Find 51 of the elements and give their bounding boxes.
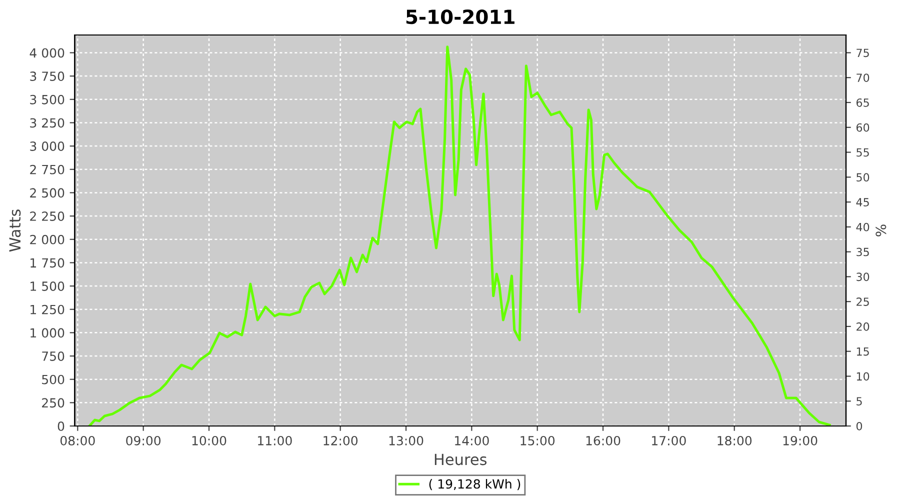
chart-title: 5-10-2011	[406, 9, 514, 24]
y-tick-label: 4 000	[30, 48, 64, 58]
y-tick-label: 3 250	[30, 118, 64, 128]
y2-tick-label: 35	[856, 248, 869, 256]
y-tick-label: 250	[42, 398, 64, 408]
y-tick-label: 500	[42, 374, 64, 384]
y2-tick-label: 40	[856, 222, 870, 232]
y-tick-label: 1 750	[30, 258, 64, 268]
x-tick-label: 17:00	[652, 436, 686, 446]
y2-tick-label: 20	[856, 322, 870, 331]
x-tick-label: 10:00	[192, 436, 226, 446]
y-tick-label: 2 250	[30, 212, 64, 221]
y-tick-label: 3 750	[30, 72, 64, 81]
x-tick-label: 16:00	[586, 436, 620, 446]
y2-tick-label: 65	[856, 98, 869, 107]
x-tick-label: 11:00	[258, 436, 292, 446]
y-tick-label: 1 500	[30, 281, 64, 291]
x-axis-title: Heures	[434, 454, 487, 466]
y2-tick-label: 5	[856, 397, 862, 406]
y-tick-label: 0	[58, 421, 64, 431]
y-tick-label: 750	[42, 351, 64, 361]
y2-tick-label: 75	[856, 48, 869, 58]
y-tick-label: 2 000	[30, 234, 64, 244]
y2-tick-label: 60	[856, 123, 870, 132]
y2-tick-label: 0	[856, 422, 862, 430]
x-tick-label: 15:00	[520, 436, 555, 446]
y-tick-label: 2 750	[30, 164, 64, 174]
x-tick-label: 19:00	[783, 436, 818, 446]
line-series	[88, 46, 831, 426]
x-tick-label: 09:00	[126, 436, 161, 446]
y2-tick-label: 45	[856, 198, 869, 206]
y2-tick-label: 10	[856, 372, 870, 381]
y2-tick-label: 15	[856, 347, 869, 356]
y2-axis-title: %	[876, 224, 886, 236]
y-tick-label: 2 500	[30, 188, 64, 198]
y-tick-label: 1 000	[30, 328, 64, 338]
y2-tick-label: 30	[856, 272, 870, 282]
x-tick-label: 13:00	[389, 436, 424, 446]
y-axis-title: Watts	[9, 210, 21, 252]
x-tick-label: 14:00	[455, 436, 489, 446]
legend-label: ( 19,128 kWh )	[429, 479, 520, 490]
y-tick-label: 3 500	[30, 94, 64, 104]
x-tick-label: 12:00	[324, 436, 358, 446]
y-tick-label: 1 250	[30, 304, 64, 314]
y2-tick-label: 70	[856, 74, 870, 82]
y2-tick-label: 25	[856, 298, 869, 306]
x-tick-label: 18:00	[718, 436, 752, 446]
x-tick-label: 08:00	[60, 436, 95, 446]
y-tick-label: 3 000	[30, 142, 64, 151]
y2-tick-label: 55	[856, 148, 869, 157]
y2-tick-label: 50	[856, 173, 870, 182]
